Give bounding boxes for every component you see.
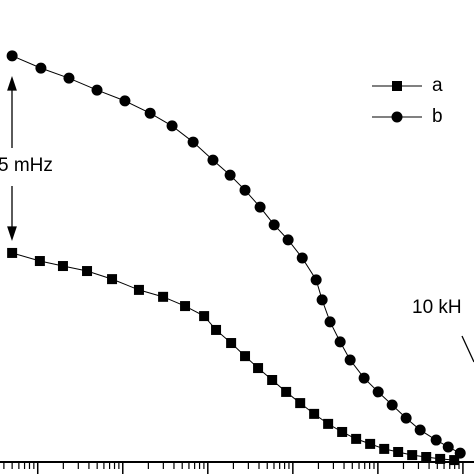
marker [35,62,47,74]
marker [372,386,384,398]
marker [207,154,219,166]
marker [296,252,308,264]
marker [449,455,460,466]
marker [63,72,75,84]
arrow-head [7,226,17,242]
marker [454,447,466,459]
marker [324,316,336,328]
marker [310,274,322,286]
marker [379,443,390,454]
marker [7,247,18,258]
arrow-10k [461,335,474,363]
marker [253,363,264,374]
marker [442,441,454,453]
marker [316,294,328,306]
legend-marker [392,81,402,91]
marker [309,408,320,419]
marker [337,426,348,437]
annotation: 10 kH [412,297,462,318]
marker [144,107,156,119]
marker [187,136,199,148]
legend-label: b [432,106,443,127]
marker [166,120,178,132]
marker [344,354,356,366]
marker [6,50,18,62]
marker [365,438,376,449]
marker [334,336,346,348]
marker [400,412,412,424]
marker [282,234,294,246]
marker [254,201,266,213]
marker [107,274,118,285]
marker [34,256,45,267]
marker [57,261,68,272]
marker [119,95,131,107]
legend-label: a [432,75,443,96]
marker [224,169,236,181]
marker [414,424,426,436]
marker [323,418,334,429]
marker [267,374,278,385]
marker [91,84,103,96]
marker [239,184,251,196]
marker [240,351,251,362]
marker [435,453,446,464]
marker [421,451,432,462]
marker [211,324,222,335]
series-line [11,252,455,461]
marker [133,284,144,295]
annotation-arrows [7,75,474,363]
marker [82,266,93,277]
marker [358,372,370,384]
marker [281,386,292,397]
arrow-head [7,75,17,91]
marker [430,434,442,446]
marker [199,311,210,322]
marker [295,398,306,409]
marker [180,301,191,312]
series-line [11,55,461,454]
annotation: 5 mHz [0,155,53,176]
marker [226,338,237,349]
marker [268,219,280,231]
marker [393,446,404,457]
marker [407,450,418,461]
marker [158,291,169,302]
legend-marker [391,111,403,123]
marker [351,433,362,444]
marker [386,399,398,411]
